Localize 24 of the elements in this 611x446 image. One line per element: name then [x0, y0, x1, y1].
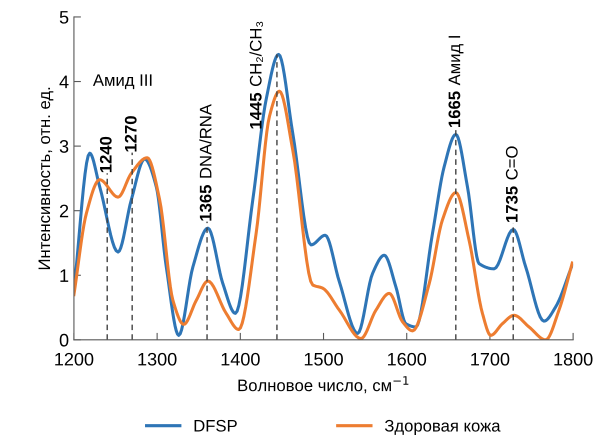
ref-line-label: 1365 DNA/RNA — [199, 104, 212, 221]
ref-line-label: 1735 C=O — [506, 146, 518, 222]
x-tick-label: 1500 — [304, 352, 343, 366]
y-tick-label: 5 — [60, 11, 68, 24]
y-tick-label: 1 — [60, 269, 68, 282]
x-tick-label: 1600 — [388, 352, 426, 366]
annotation: Амид III — [92, 74, 152, 90]
x-tick-label: 1700 — [471, 352, 510, 366]
y-tick-label: 0 — [60, 334, 68, 347]
x-tick-label: 1200 — [55, 352, 94, 366]
x-tick-label: 1800 — [554, 352, 592, 366]
y-tick-label: 3 — [60, 140, 68, 153]
x-tick-label: 1300 — [138, 352, 177, 366]
y-tick-label: 4 — [59, 76, 69, 88]
legend-label: Здоровая кожа — [384, 420, 501, 435]
x-tick-label: 1400 — [222, 352, 260, 366]
y-axis-title: Интенсивность, отн. ед. — [38, 88, 54, 270]
ref-line-label: 1445 CH₂/CH₃ — [249, 22, 263, 128]
y-tick-label: 2 — [60, 204, 68, 218]
x-axis-title: Волновое число, см$^{−1}$ — [238, 376, 408, 394]
ref-line-label: 1665 Амид I — [448, 36, 464, 127]
legend-label: DFSP — [194, 420, 237, 432]
ref-line-label: 1240 — [100, 136, 112, 172]
ref-line-label: 1270 — [124, 116, 137, 152]
